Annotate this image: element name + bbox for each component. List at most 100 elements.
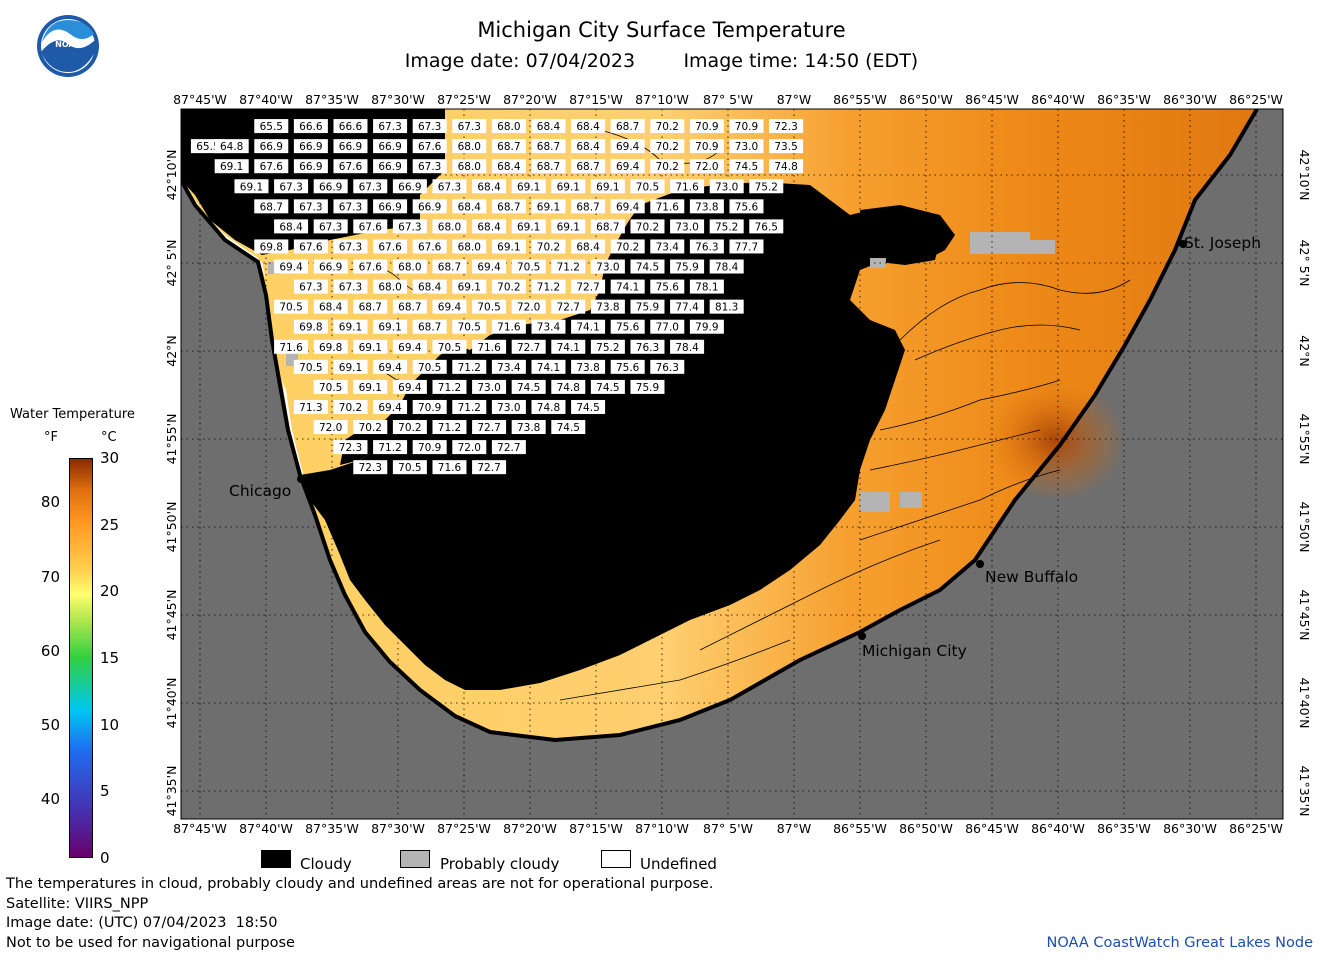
temperature-label: 72.7: [511, 339, 546, 354]
temperature-label-box: [689, 279, 724, 294]
temperature-value: 72.7: [497, 442, 520, 454]
fahrenheit-tick: 80: [40, 493, 60, 512]
temperature-label-box: [412, 239, 447, 254]
temperature-label: 69.4: [432, 299, 467, 314]
temperature-label-box: [274, 299, 309, 314]
temperature-value: 71.6: [497, 322, 521, 334]
temperature-label-box: [689, 319, 724, 334]
temperature-label-box: [610, 159, 645, 174]
temperature-label-box: [650, 119, 685, 134]
temperature-value: 69.4: [616, 141, 640, 153]
temperature-value: 68.7: [418, 322, 441, 334]
temperature-label: 69.1: [511, 179, 546, 194]
temperature-label-box: [630, 339, 665, 354]
temperature-label-box: [670, 299, 705, 314]
lon-label-bottom: 87°40'W: [239, 821, 293, 836]
temperature-label-box: [610, 319, 645, 334]
temperature-value: 68.4: [477, 181, 501, 193]
temperature-label: 67.3: [333, 239, 368, 254]
temperature-value: 72.3: [339, 442, 362, 454]
temperature-label-box: [333, 440, 368, 455]
temperature-label-box: [670, 339, 705, 354]
temperature-value: 69.4: [438, 302, 462, 314]
temperature-value: 70.5: [418, 362, 441, 374]
temperature-label-box: [392, 299, 427, 314]
temperature-label: 70.5: [630, 179, 665, 194]
temperature-label: 73.4: [531, 319, 566, 334]
temperature-label: 71.6: [274, 339, 309, 354]
temperature-label-box: [313, 379, 348, 394]
temperature-value: 71.6: [279, 342, 303, 354]
temperature-label: 68.7: [571, 159, 606, 174]
temperature-value: 76.5: [755, 221, 778, 233]
temperature-value: 72.7: [576, 282, 599, 294]
temperature-value: 72.0: [319, 422, 342, 434]
temperature-label-box: [551, 379, 586, 394]
temperature-label: 68.4: [571, 139, 606, 154]
temperature-label: 74.1: [551, 339, 586, 354]
temperature-label: 69.4: [392, 339, 427, 354]
cloud-north-patch: [860, 205, 955, 262]
temperature-value: 70.2: [656, 121, 679, 133]
temperature-label-box: [452, 319, 487, 334]
temperature-label-box: [392, 339, 427, 354]
temperature-label: 69.1: [452, 279, 487, 294]
temperature-label: 75.2: [590, 339, 625, 354]
temperature-label-box: [432, 219, 467, 234]
temperature-value: 67.3: [418, 161, 441, 173]
lon-label-top: 87°40'W: [239, 92, 293, 107]
temperature-label: 69.1: [214, 159, 249, 174]
temperature-label: 73.0: [491, 399, 526, 414]
temperature-value: 73.5: [774, 141, 797, 153]
temperature-value: 75.9: [636, 382, 659, 394]
temperature-value: 70.2: [398, 422, 421, 434]
temperature-label-box: [531, 319, 566, 334]
temperature-label-box: [432, 460, 467, 475]
temperature-value: 67.3: [438, 181, 461, 193]
colorbar: [69, 458, 93, 858]
temperature-label-box: [472, 259, 507, 274]
temperature-label-box: [590, 219, 625, 234]
temperature-label-box: [491, 399, 526, 414]
temperature-label: 69.1: [234, 179, 269, 194]
temperature-label-box: [511, 299, 546, 314]
temperature-value: 76.3: [695, 241, 718, 253]
lat-label-right: 42°N: [1297, 335, 1312, 367]
temperature-label-box: [709, 219, 744, 234]
lon-label-top: 86°25'W: [1229, 92, 1283, 107]
temperature-value: 72.7: [557, 302, 580, 314]
temperature-value: 69.4: [398, 382, 422, 394]
temperature-value: 70.9: [735, 121, 758, 133]
lon-label-top: 87°20'W: [503, 92, 557, 107]
temperature-value: 75.9: [636, 302, 659, 314]
temperature-label: 69.4: [392, 379, 427, 394]
temperature-value: 69.1: [517, 181, 540, 193]
temperature-value: 67.3: [339, 282, 362, 294]
place-markers: [297, 240, 1187, 640]
temperature-value: 70.5: [517, 262, 540, 274]
temperature-label: 68.4: [313, 299, 348, 314]
temperature-label-box: [254, 239, 289, 254]
temperature-label-box: [670, 179, 705, 194]
temperature-label-box: [491, 440, 526, 455]
lon-label-bottom: 86°45'W: [965, 821, 1019, 836]
temperature-label-box: [749, 179, 784, 194]
temperature-value: 67.3: [279, 181, 302, 193]
temperature-label-box: [412, 279, 447, 294]
temperature-label-box: [590, 299, 625, 314]
temperature-label: 66.9: [412, 199, 447, 214]
temperature-value: 71.2: [378, 442, 401, 454]
lon-label-bottom: 86°30'W: [1163, 821, 1217, 836]
lon-label-top: 87°25'W: [437, 92, 491, 107]
temperature-label: 74.1: [571, 319, 606, 334]
temperature-label: 74.1: [531, 359, 566, 374]
temperature-label-box: [254, 119, 289, 134]
celsius-tick: 5: [100, 782, 110, 801]
cloud-main: [300, 182, 940, 690]
temperature-label-box: [412, 399, 447, 414]
temperature-label-box: [571, 319, 606, 334]
temperature-value: 66.9: [339, 141, 362, 153]
temperature-label: 74.5: [511, 379, 546, 394]
temperature-label: 73.8: [590, 299, 625, 314]
temperature-value: 77.7: [735, 241, 758, 253]
